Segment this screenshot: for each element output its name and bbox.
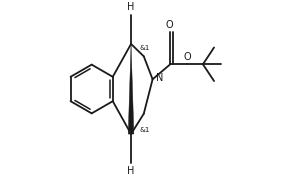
Text: H: H — [127, 2, 135, 12]
Text: &1: &1 — [139, 45, 150, 51]
Text: O: O — [166, 20, 173, 30]
Text: N: N — [156, 73, 164, 83]
Text: O: O — [184, 52, 191, 62]
Text: H: H — [127, 166, 135, 176]
Polygon shape — [128, 44, 134, 134]
Text: &1: &1 — [139, 127, 150, 133]
